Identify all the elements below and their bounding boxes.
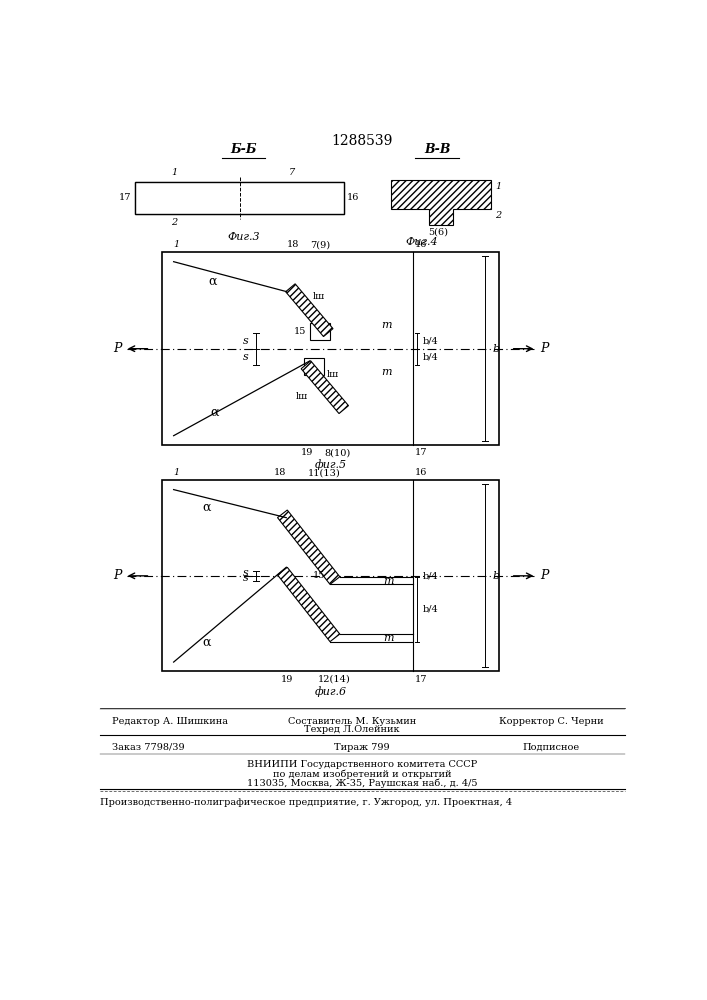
Bar	[135, 182, 214, 214]
Text: α: α	[211, 406, 219, 419]
Text: 18: 18	[287, 240, 300, 249]
Bar	[304, 358, 325, 375]
Text: b/4: b/4	[423, 604, 439, 613]
Polygon shape	[286, 284, 333, 337]
Text: 2: 2	[172, 218, 177, 227]
Text: по делам изобретений и открытий: по делам изобретений и открытий	[273, 769, 451, 779]
Bar	[310, 323, 329, 340]
Text: 7(9): 7(9)	[310, 240, 330, 249]
Text: фиг.5: фиг.5	[315, 460, 346, 470]
Text: m: m	[383, 576, 394, 586]
Text: 19: 19	[281, 675, 293, 684]
Text: 15: 15	[312, 571, 325, 580]
Text: Корректор С. Черни: Корректор С. Черни	[499, 717, 604, 726]
Text: 2: 2	[495, 211, 501, 220]
Bar	[162, 480, 499, 671]
Text: lш: lш	[327, 370, 339, 379]
Text: Б-Б: Б-Б	[230, 143, 257, 156]
Text: 1: 1	[172, 168, 177, 177]
Text: m: m	[383, 633, 394, 643]
Text: 8(10): 8(10)	[325, 448, 351, 457]
Text: Подписное: Подписное	[522, 743, 580, 752]
Text: s: s	[243, 352, 249, 362]
Polygon shape	[301, 361, 349, 414]
Text: P: P	[540, 342, 548, 355]
Text: b/4: b/4	[423, 572, 439, 581]
Text: 15: 15	[293, 327, 306, 336]
Text: Заказ 7798/39: Заказ 7798/39	[112, 743, 185, 752]
Text: s: s	[243, 568, 249, 578]
Text: lш: lш	[313, 292, 325, 301]
Text: s: s	[243, 336, 249, 346]
Polygon shape	[278, 510, 340, 584]
Text: Техред Л.Олейник: Техред Л.Олейник	[304, 725, 399, 734]
Bar	[135, 182, 344, 214]
Text: 16: 16	[415, 468, 427, 477]
Text: 113035, Москва, Ж-35, Раушская наб., д. 4/5: 113035, Москва, Ж-35, Раушская наб., д. …	[247, 778, 477, 788]
Text: 12(14): 12(14)	[317, 675, 350, 684]
Text: 17: 17	[415, 448, 427, 457]
Text: 18: 18	[274, 468, 286, 477]
Text: b: b	[493, 344, 500, 354]
Text: Редактор А. Шишкина: Редактор А. Шишкина	[112, 717, 228, 726]
Text: 1288539: 1288539	[332, 134, 392, 148]
Text: 17: 17	[415, 675, 427, 684]
Text: 16: 16	[415, 240, 427, 249]
Text: Составитель М. Кузьмин: Составитель М. Кузьмин	[288, 717, 416, 726]
Bar	[162, 252, 499, 445]
Text: 1: 1	[495, 182, 501, 191]
Text: P: P	[113, 569, 121, 582]
Text: Тираж 799: Тираж 799	[334, 743, 390, 752]
Text: 1: 1	[173, 468, 179, 477]
Polygon shape	[278, 567, 340, 642]
Text: 1: 1	[173, 240, 179, 249]
Text: Фиг.4: Фиг.4	[405, 237, 438, 247]
Bar	[264, 182, 344, 214]
Text: фиг.6: фиг.6	[315, 686, 346, 697]
Text: α: α	[208, 275, 216, 288]
Text: b: b	[493, 571, 500, 581]
Text: 5(6): 5(6)	[428, 228, 448, 237]
Text: P: P	[540, 569, 548, 582]
Text: lш: lш	[296, 392, 308, 401]
Text: b/4: b/4	[423, 352, 439, 361]
Text: P: P	[113, 342, 121, 355]
Text: α: α	[203, 501, 211, 514]
Text: 16: 16	[347, 193, 360, 202]
Text: m: m	[381, 320, 392, 330]
Text: 17: 17	[119, 193, 132, 202]
Text: ВНИИПИ Государственного комитета СССР: ВНИИПИ Государственного комитета СССР	[247, 760, 477, 769]
Text: α: α	[203, 636, 211, 649]
Text: Фиг.3: Фиг.3	[227, 232, 259, 242]
Text: Производственно-полиграфическое предприятие, г. Ужгород, ул. Проектная, 4: Производственно-полиграфическое предприя…	[100, 798, 512, 807]
Polygon shape	[391, 180, 491, 225]
Text: В-В: В-В	[424, 143, 450, 156]
Bar	[214, 182, 264, 214]
Text: s: s	[243, 573, 249, 583]
Text: 7: 7	[288, 168, 295, 177]
Text: 19: 19	[300, 448, 313, 457]
Text: b/4: b/4	[423, 336, 439, 345]
Text: 11(13): 11(13)	[308, 468, 340, 477]
Text: m: m	[381, 367, 392, 377]
